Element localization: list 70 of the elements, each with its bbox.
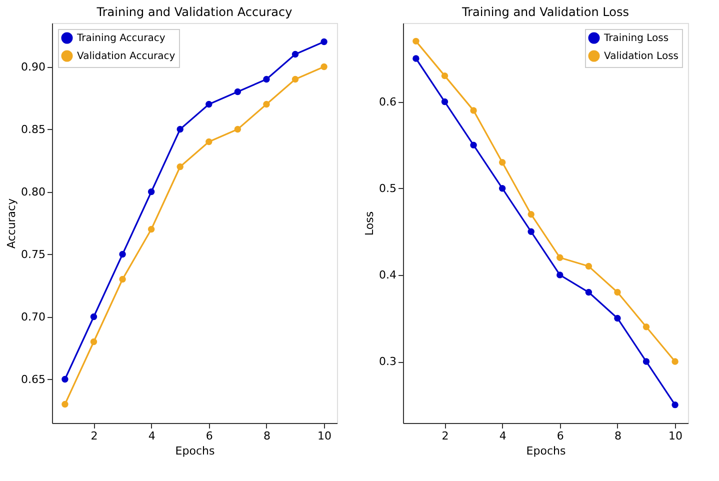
x-tick-label: 4 [499, 430, 506, 442]
point [556, 254, 564, 261]
point [206, 138, 212, 146]
point [528, 228, 534, 236]
point [556, 272, 564, 278]
point [614, 314, 621, 322]
y-tick-label: 0.5 [379, 182, 396, 195]
x-tick-label: 2 [90, 430, 98, 442]
x-axis-title: Epochs [526, 444, 566, 458]
point [320, 63, 328, 70]
legend-label: Validation Accuracy [77, 51, 176, 62]
point [441, 72, 448, 80]
x-tick-label: 6 [206, 430, 213, 442]
point [498, 159, 506, 166]
x-tick-label: 6 [556, 430, 564, 442]
point [263, 76, 270, 83]
point [498, 185, 506, 192]
point [292, 50, 299, 58]
point [62, 400, 68, 408]
legend-label: Training Loss [603, 33, 669, 44]
y-axis-title: Loss [363, 211, 376, 236]
point [292, 76, 299, 83]
point [90, 338, 98, 346]
x-tick-label: 10 [318, 430, 332, 442]
point [320, 38, 328, 46]
point [234, 88, 242, 96]
x-tick-label: 4 [148, 430, 156, 442]
point [470, 107, 477, 114]
legend-label: Training Accuracy [76, 33, 166, 44]
point [585, 288, 592, 296]
y-tick-label: 0.6 [379, 95, 396, 108]
y-tick-label: 0.3 [379, 355, 396, 368]
point [614, 288, 621, 296]
y-tick-label: 0.90 [21, 60, 46, 74]
point [585, 262, 592, 270]
y-tick-label: 0.70 [21, 310, 46, 324]
point [119, 276, 126, 283]
point [470, 142, 477, 148]
x-axis-title: Epochs [175, 444, 215, 458]
point [62, 376, 68, 383]
point [412, 38, 420, 45]
x-tick-label: 10 [668, 430, 683, 442]
point [119, 250, 126, 258]
x-tick-label: 8 [263, 430, 270, 442]
point [263, 100, 270, 108]
point [672, 401, 678, 408]
point [528, 210, 534, 218]
point [176, 163, 184, 170]
y-tick-label: 0.85 [21, 122, 46, 136]
y-tick-label: 0.65 [21, 372, 46, 386]
point [206, 100, 212, 108]
y-axis-title: Accuracy [5, 198, 18, 249]
legend-label: Validation Loss [604, 51, 678, 62]
chart-title: Training and Validation Accuracy [96, 5, 292, 19]
x-tick-label: 2 [442, 430, 449, 442]
point [90, 313, 98, 320]
x-tick-label: 8 [614, 430, 622, 442]
point [642, 324, 650, 330]
chart-title: Training and Validation Loss [461, 5, 629, 19]
point [176, 126, 184, 133]
point [234, 126, 242, 133]
y-tick-label: 0.4 [379, 268, 396, 282]
point [148, 188, 155, 196]
y-tick-label: 0.75 [21, 248, 46, 261]
y-tick-label: 0.80 [21, 185, 46, 198]
point [672, 358, 678, 365]
point [148, 226, 155, 233]
point [441, 98, 448, 106]
point [412, 55, 420, 62]
point [642, 358, 650, 365]
